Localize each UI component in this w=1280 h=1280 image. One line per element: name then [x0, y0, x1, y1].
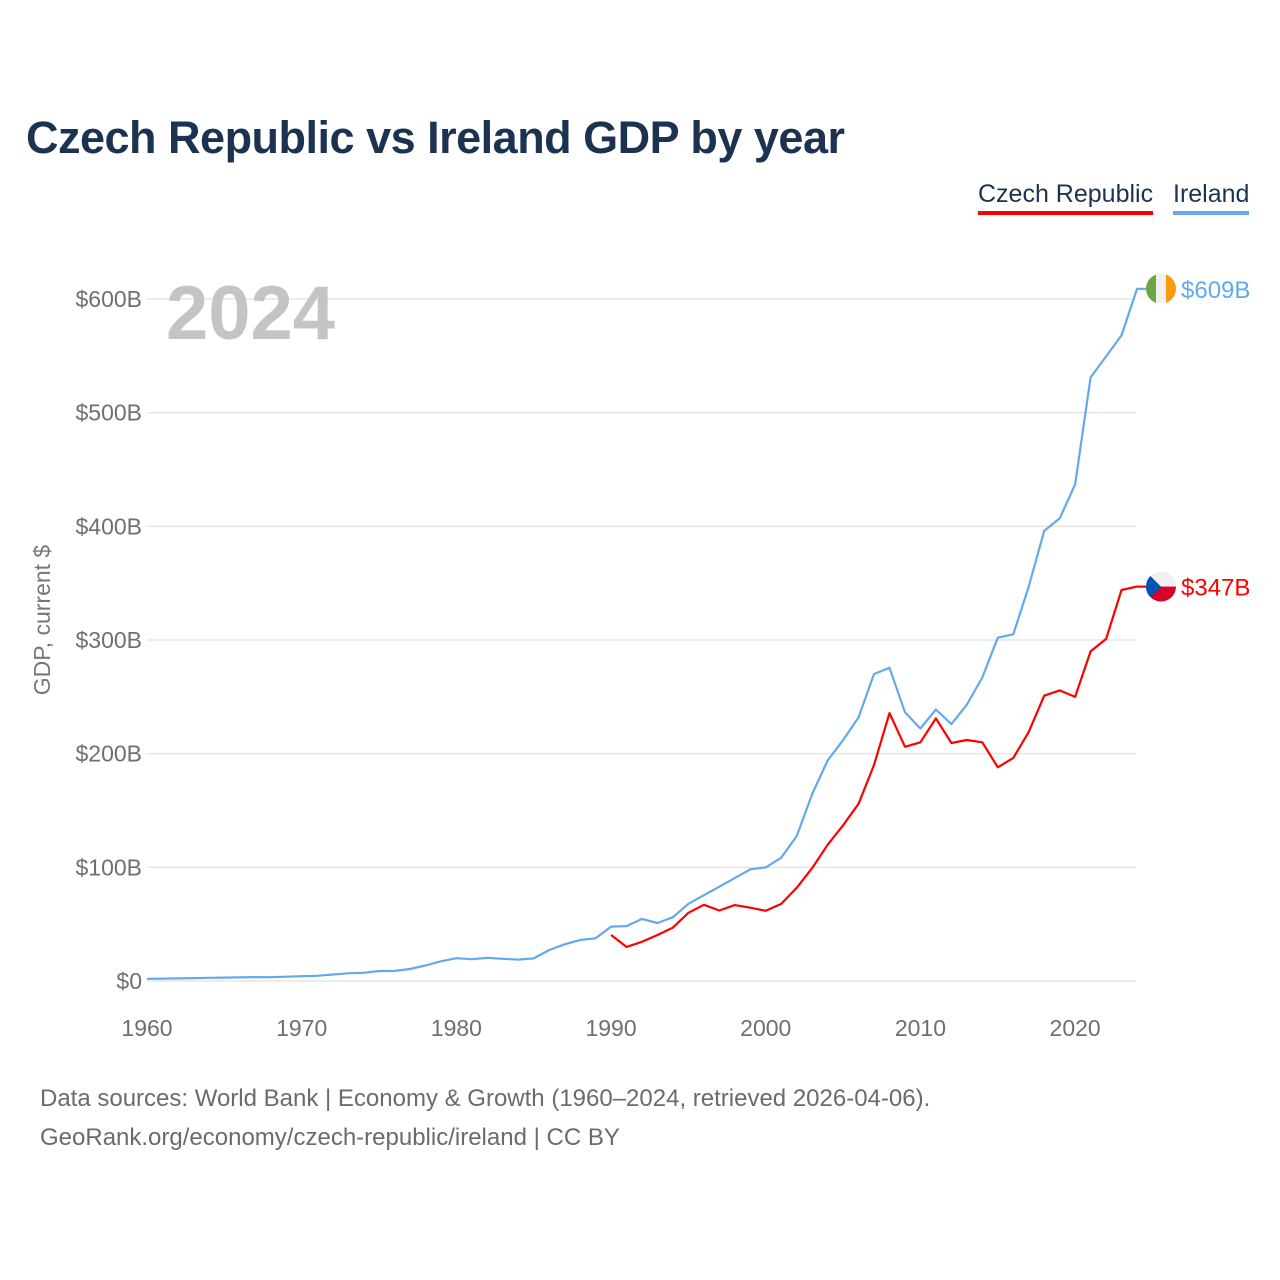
y-tick-label: $200B — [75, 741, 142, 767]
flag-green — [1146, 273, 1156, 304]
ireland-flag-icon — [1146, 273, 1176, 304]
x-tick-label: 2010 — [895, 1015, 946, 1041]
y-tick-label: $300B — [75, 627, 142, 653]
x-tick-label: 2020 — [1050, 1015, 1101, 1041]
flag-shapes — [1146, 273, 1176, 304]
y-tick-label: $600B — [75, 286, 142, 312]
year-label: 2024 — [166, 271, 335, 356]
y-tick-label: $0 — [116, 968, 142, 994]
czech-flag-icon — [1146, 571, 1176, 602]
flag-shapes — [1146, 571, 1176, 602]
legend-czech-republic[interactable]: Czech Republic — [978, 180, 1154, 215]
x-tick-label: 1970 — [276, 1015, 327, 1041]
y-tick-label: $100B — [75, 854, 142, 880]
x-tick-label: 1960 — [121, 1015, 172, 1041]
x-tick-label: 2000 — [740, 1015, 791, 1041]
footer-url: GeoRank.org/economy/czech-republic/irela… — [40, 1124, 620, 1151]
end-value-label: $347B — [1181, 575, 1250, 602]
flag-white — [1156, 273, 1166, 304]
flag-orange — [1166, 273, 1176, 304]
footer-sources: Data sources: World Bank | Economy & Gro… — [40, 1085, 931, 1112]
flag-blue — [1146, 571, 1161, 602]
series-line-ireland — [146, 287, 1147, 980]
legend-ireland[interactable]: Ireland — [1173, 180, 1250, 215]
y-axis-label: GDP, current $ — [29, 545, 55, 696]
x-tick-label: 1990 — [585, 1015, 636, 1041]
series-line-czech-republic — [610, 585, 1147, 948]
chart-title: Czech Republic vs Ireland GDP by year — [26, 112, 845, 163]
x-tick-label: 1980 — [431, 1015, 482, 1041]
end-value-label: $609B — [1181, 277, 1250, 304]
y-tick-label: $400B — [75, 513, 142, 539]
y-tick-label: $500B — [75, 400, 142, 426]
